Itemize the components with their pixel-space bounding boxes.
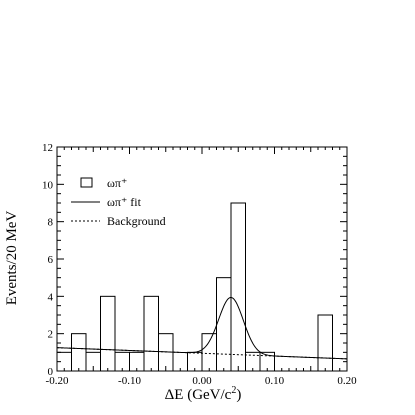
y-axis-label: Events/20 MeV — [4, 211, 20, 306]
y-tick-label: 12 — [42, 142, 53, 154]
x-tick-label: 0.20 — [337, 375, 357, 387]
y-tick-label: 4 — [48, 291, 54, 303]
histogram-bar — [71, 333, 87, 372]
x-axis-label: ΔE (GeV/c2) — [165, 385, 242, 403]
legend: ωπ⁺ ωπ⁺ fit Background — [71, 176, 166, 228]
x-tick-label: 0.10 — [265, 375, 285, 387]
x-axis-label-main: ΔE (GeV/c — [165, 387, 232, 403]
x-tick-label: -0.20 — [46, 375, 69, 387]
x-tick-label: -0.10 — [118, 375, 141, 387]
x-axis-label-close: ) — [236, 387, 241, 403]
y-tick-label: 2 — [48, 329, 54, 341]
legend-fit-label: ωπ⁺ fit — [107, 195, 142, 209]
histogram-bar — [201, 333, 217, 372]
y-tick-label: 10 — [42, 179, 54, 191]
y-tick-label: 0 — [48, 366, 54, 378]
histogram-bar — [143, 295, 159, 372]
histogram-bar — [216, 277, 232, 372]
histogram-bar — [317, 314, 333, 372]
data-layer — [56, 202, 348, 372]
histogram-bar — [259, 351, 275, 372]
histogram-bar — [230, 202, 246, 372]
x-tick-label: 0.00 — [192, 375, 212, 387]
ticks: 0 2 4 6 8 10 12 -0.20 -0.10 0.00 0.10 0.20 — [42, 142, 357, 387]
y-tick-label: 6 — [48, 254, 54, 266]
legend-hist-swatch — [80, 177, 93, 188]
y-tick-label: 8 — [48, 217, 54, 229]
legend-hist-label: ωπ⁺ — [107, 176, 127, 190]
fit-curve — [56, 296, 348, 360]
x-axis-label-sup: 2 — [231, 385, 236, 396]
histogram-bar — [100, 295, 116, 372]
legend-bg-label: Background — [107, 214, 166, 228]
